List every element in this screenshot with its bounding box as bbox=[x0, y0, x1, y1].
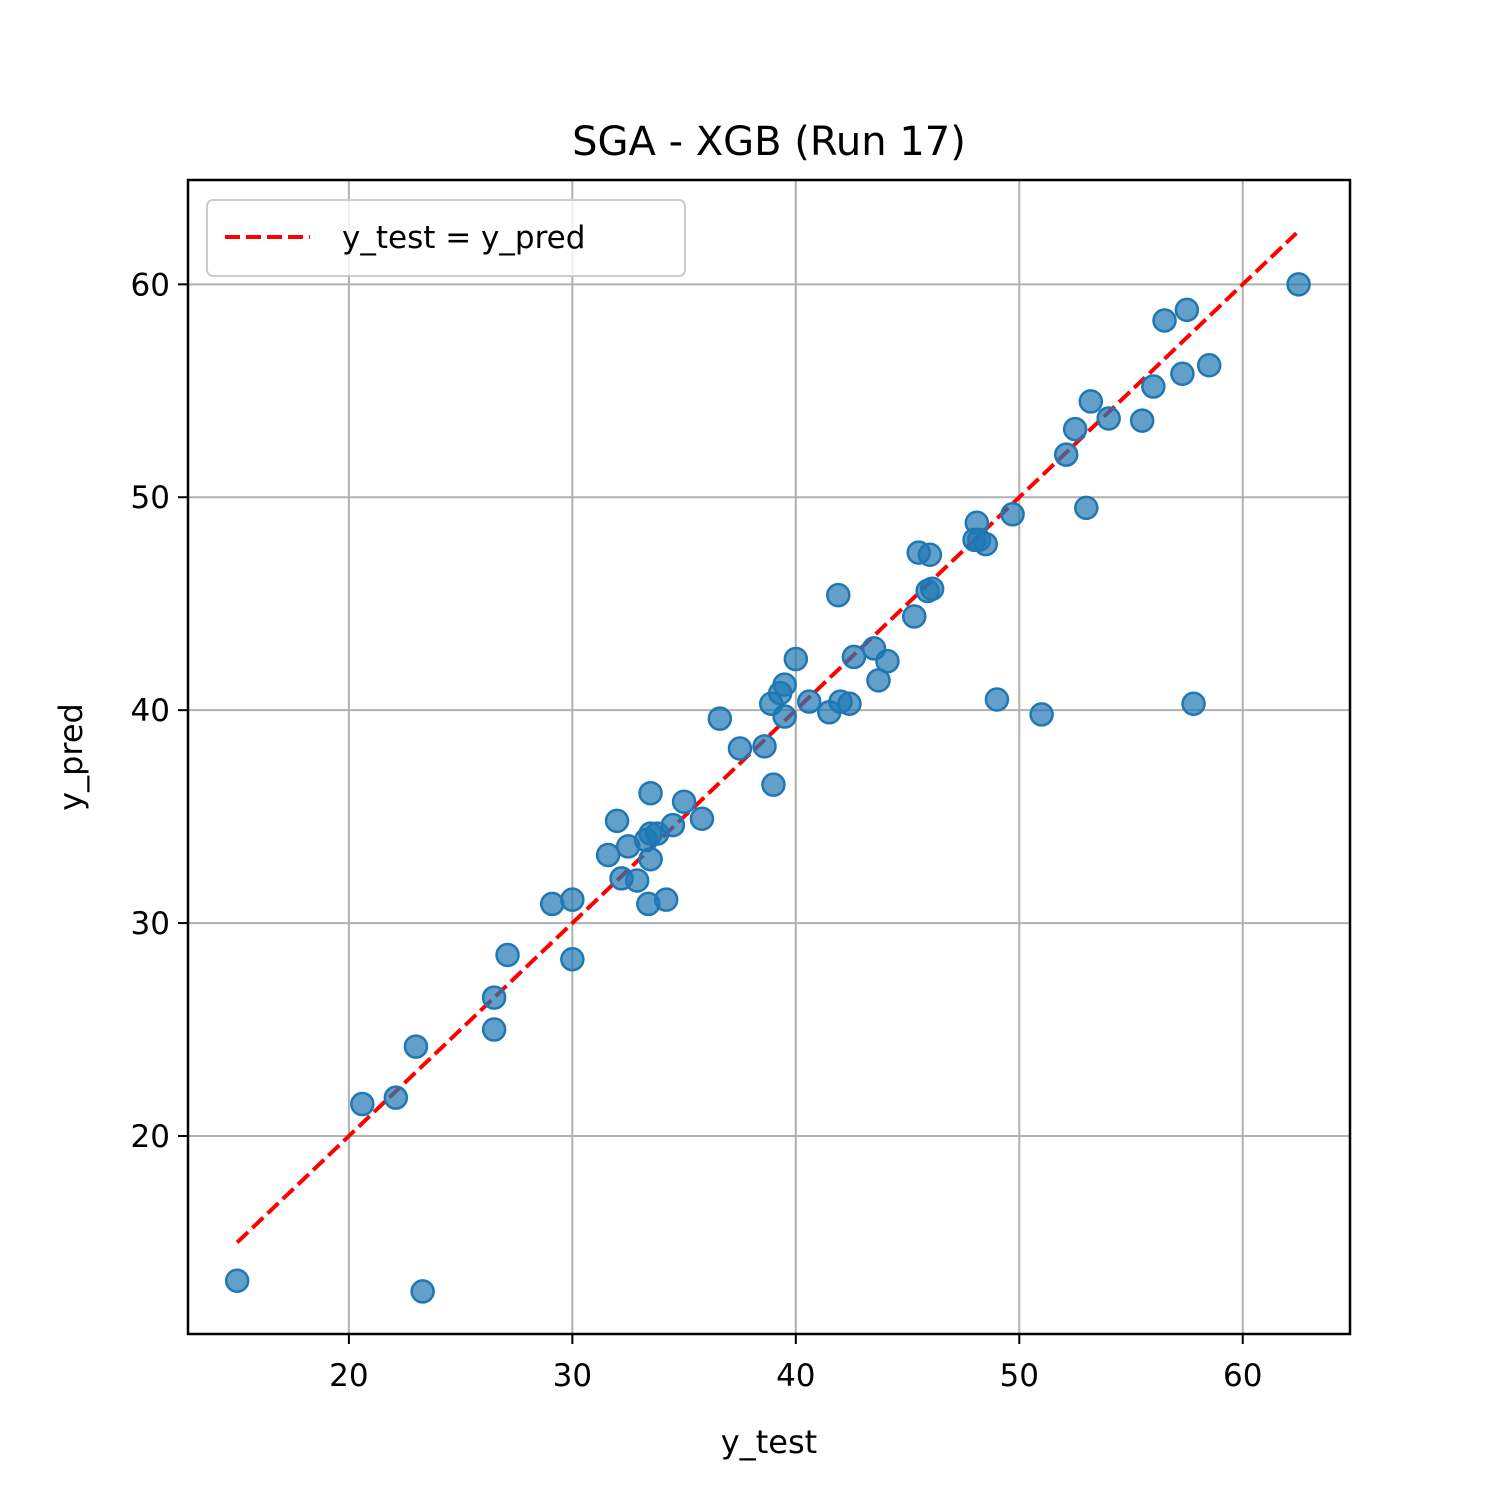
scatter-point bbox=[539, 891, 565, 917]
scatter-point bbox=[841, 644, 867, 670]
scatter-point bbox=[595, 842, 621, 868]
scatter-points bbox=[224, 272, 1311, 1304]
scatter-point bbox=[917, 542, 943, 567]
scatter-point bbox=[752, 734, 777, 759]
scatter-point bbox=[689, 806, 715, 831]
scatter-point bbox=[350, 1091, 375, 1117]
scatter-point bbox=[1000, 502, 1025, 527]
scatter-point bbox=[919, 576, 945, 602]
scatter-point bbox=[1286, 272, 1311, 297]
scatter-point bbox=[837, 691, 862, 717]
x-tick-label: 20 bbox=[329, 1358, 368, 1394]
scatter-point bbox=[973, 531, 999, 557]
scatter-point bbox=[410, 1279, 435, 1304]
scatter-point bbox=[403, 1034, 429, 1059]
scatter-point bbox=[560, 947, 585, 972]
y-tick-label: 40 bbox=[131, 693, 170, 729]
scatter-point bbox=[481, 1017, 507, 1042]
x-tick-label: 50 bbox=[1000, 1358, 1039, 1394]
y-tick-label: 50 bbox=[131, 480, 170, 516]
scatter-point bbox=[1141, 374, 1166, 399]
y-tick-label: 20 bbox=[131, 1119, 170, 1155]
plot-frame bbox=[186, 178, 1352, 1336]
scatter-point bbox=[761, 772, 786, 797]
scatter-point bbox=[1174, 297, 1200, 323]
scatter-point bbox=[1074, 495, 1099, 521]
scatter-point bbox=[707, 706, 733, 731]
x-tick-label: 30 bbox=[553, 1358, 592, 1394]
scatter-point bbox=[1078, 389, 1104, 414]
scatter-point bbox=[1062, 416, 1088, 442]
scatter-point bbox=[984, 687, 1010, 712]
scatter-point bbox=[604, 808, 630, 834]
scatter-point bbox=[638, 780, 663, 806]
y-axis-label: y_pred bbox=[52, 703, 90, 811]
scatter-point bbox=[727, 736, 753, 761]
y-tick-label: 60 bbox=[131, 267, 170, 303]
scatter-point bbox=[1053, 442, 1079, 467]
reference-line bbox=[235, 231, 1298, 1244]
scatter-point bbox=[875, 648, 900, 674]
scatter-point bbox=[826, 582, 851, 608]
scatter-point bbox=[1196, 352, 1222, 378]
scatter-point bbox=[1129, 408, 1155, 433]
x-tick-label: 40 bbox=[776, 1358, 815, 1394]
scatter-point bbox=[660, 812, 686, 838]
scatter-point bbox=[1170, 361, 1195, 387]
reference-line-path bbox=[235, 231, 1298, 1244]
scatter-point bbox=[671, 789, 697, 814]
x-axis-ticks: 20 30 40 50 60 bbox=[329, 1334, 1262, 1394]
scatter-point bbox=[1152, 308, 1177, 333]
scatter-point bbox=[383, 1085, 409, 1110]
x-tick-label: 60 bbox=[1223, 1358, 1262, 1394]
y-axis-ticks: 20 30 40 50 60 bbox=[131, 267, 188, 1155]
scatter-point bbox=[783, 646, 809, 672]
chart-title: SGA - XGB (Run 17) bbox=[572, 119, 966, 165]
scatter-point bbox=[560, 887, 585, 912]
scatter-point bbox=[1096, 406, 1121, 431]
scatter-point bbox=[224, 1268, 250, 1294]
scatter-point bbox=[772, 704, 797, 729]
grid-lines bbox=[188, 180, 1350, 1334]
scatter-point bbox=[653, 887, 679, 912]
scatter-point bbox=[481, 985, 507, 1010]
legend-label: y_test = y_pred bbox=[342, 220, 585, 256]
x-axis-label: y_test bbox=[721, 1423, 817, 1461]
scatter-point bbox=[624, 868, 650, 893]
y-tick-label: 30 bbox=[131, 906, 170, 942]
scatter-point bbox=[772, 672, 797, 697]
scatter-point bbox=[495, 942, 520, 968]
legend-box bbox=[206, 199, 686, 277]
legend: y_test = y_pred bbox=[206, 199, 686, 277]
scatter-point bbox=[1029, 702, 1054, 727]
scatter-point bbox=[902, 604, 927, 629]
scatter-point bbox=[796, 689, 822, 714]
scatter-point bbox=[1181, 691, 1206, 717]
